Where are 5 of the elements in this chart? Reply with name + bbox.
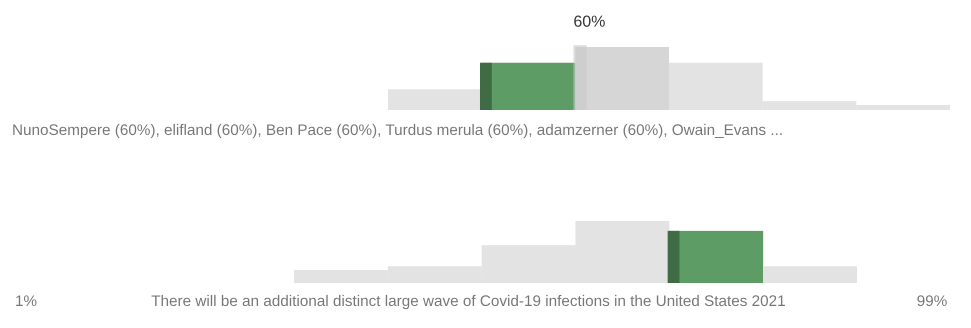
text: 1%	[16, 295, 36, 306]
x-axis-title: There will be an additional distinct large wave of Covid-19 infections in the United States 2021	[152, 294, 785, 310]
text: 99%	[917, 295, 947, 306]
text: NunoSempere (60%), elifland (60%), Ben Pace (60%), Turdus merula (60%), adamzerner (60%), Owain_Evans ...	[13, 124, 782, 138]
text: 60%	[574, 16, 605, 27]
